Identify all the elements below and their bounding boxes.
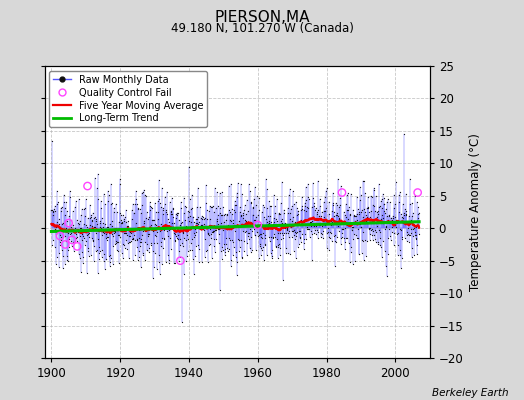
Point — [176, 258, 184, 264]
Text: 49.180 N, 101.270 W (Canada): 49.180 N, 101.270 W (Canada) — [171, 22, 353, 35]
Text: Berkeley Earth: Berkeley Earth — [432, 388, 508, 398]
Point — [413, 189, 422, 196]
Text: PIERSON,MA: PIERSON,MA — [214, 10, 310, 25]
Y-axis label: Temperature Anomaly (°C): Temperature Anomaly (°C) — [469, 133, 482, 291]
Point — [73, 243, 81, 250]
Legend: Raw Monthly Data, Quality Control Fail, Five Year Moving Average, Long-Term Tren: Raw Monthly Data, Quality Control Fail, … — [49, 71, 207, 127]
Point — [61, 241, 69, 248]
Point — [338, 189, 346, 196]
Point — [56, 233, 64, 239]
Point — [68, 237, 77, 243]
Point — [64, 220, 73, 226]
Point — [254, 222, 262, 228]
Point — [83, 183, 92, 189]
